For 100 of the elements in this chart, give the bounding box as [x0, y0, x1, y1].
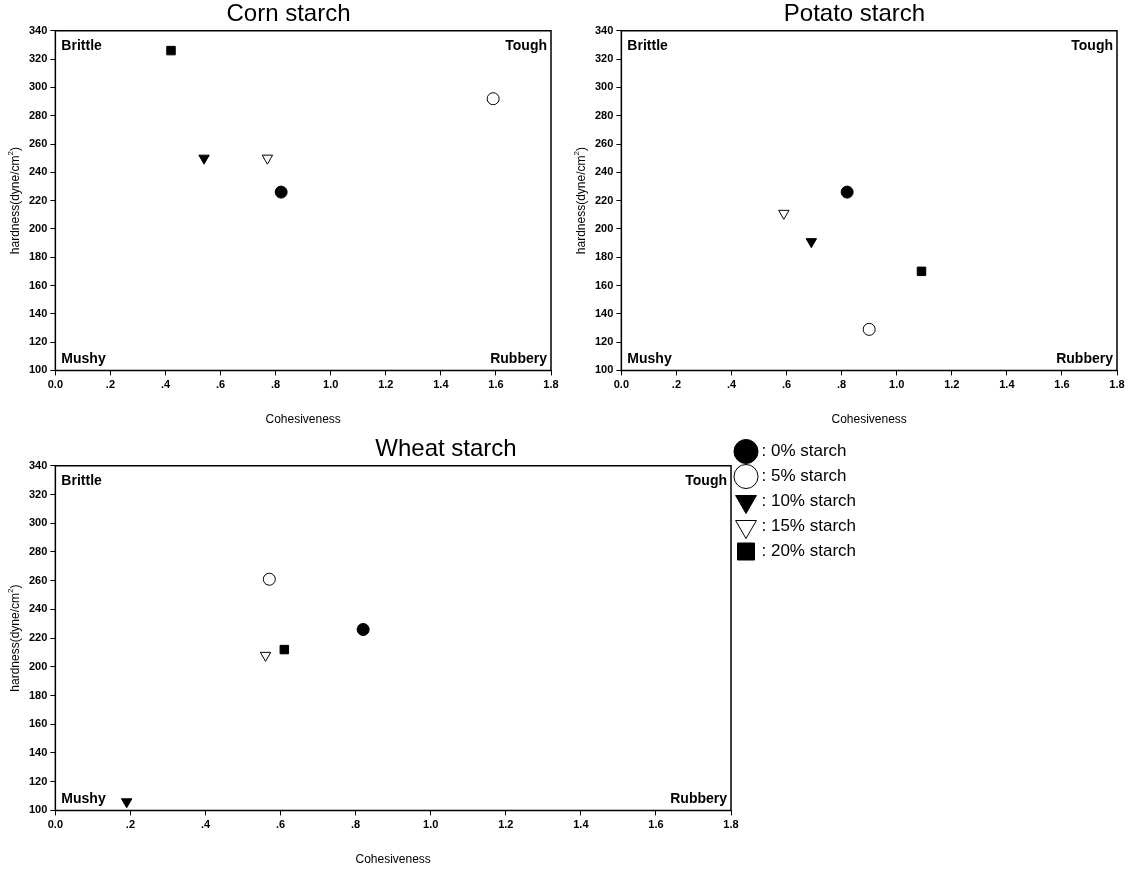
- x-tick-label: 1.2: [944, 378, 960, 391]
- y-tick-label: 320: [594, 52, 614, 65]
- y-tick-label: 280: [594, 108, 614, 121]
- x-tick-label: 1.4: [999, 378, 1016, 391]
- x-tick-label: 1.8: [543, 378, 559, 391]
- legend-label: : 10% starch: [761, 491, 857, 511]
- y-tick-label: 220: [28, 193, 48, 206]
- point: [198, 154, 210, 165]
- y-tick-label: 160: [594, 278, 614, 291]
- x-axis-title: Cohesiveness: [265, 412, 341, 427]
- x-tick-label: .4: [200, 818, 211, 831]
- y-tick-label: 240: [28, 165, 48, 178]
- y-tick-label: 180: [28, 688, 48, 701]
- y-tick-label: 260: [594, 137, 614, 150]
- y-tick-label: 220: [594, 193, 614, 206]
- annotation: Tough: [1071, 36, 1113, 53]
- x-tick-label: .8: [837, 378, 847, 391]
- y-tick-label: 340: [594, 23, 614, 36]
- y-tick-label: 100: [28, 363, 48, 376]
- y-tick-label: 120: [594, 335, 614, 348]
- annotation: Tough: [685, 471, 728, 488]
- point: [120, 798, 133, 809]
- x-tick-label: .6: [275, 818, 286, 831]
- point: [259, 651, 272, 662]
- y-axis-title: hardness(dyne/cm2): [6, 147, 23, 255]
- y-tick-label: 340: [28, 23, 48, 36]
- x-tick-label: 1.8: [723, 818, 739, 831]
- annotation: Mushy: [61, 790, 106, 807]
- y-tick-label: 200: [28, 659, 48, 672]
- y-tick-label: 140: [28, 306, 48, 319]
- x-tick-label: .8: [351, 818, 361, 831]
- y-tick-label: 300: [28, 80, 48, 93]
- y-tick-label: 100: [594, 363, 614, 376]
- y-tick-label: 260: [28, 573, 48, 586]
- point: [261, 154, 274, 165]
- x-tick-label: 1.6: [648, 818, 664, 831]
- y-tick-label: 220: [28, 631, 48, 644]
- annotation: Brittle: [61, 36, 103, 53]
- x-tick-label: 1.0: [889, 378, 905, 391]
- x-tick-label: .2: [105, 378, 116, 391]
- legend-label: : 0% starch: [761, 441, 847, 461]
- y-tick-label: 140: [28, 746, 48, 758]
- x-tick-label: .2: [125, 818, 136, 831]
- point: [862, 322, 876, 336]
- x-tick-label: .8: [271, 378, 281, 391]
- y-tick-label: 120: [28, 335, 48, 348]
- x-tick-label: 0.0: [47, 818, 63, 831]
- x-tick-label: 1.6: [1054, 378, 1070, 391]
- x-tick-label: 1.4: [433, 378, 450, 391]
- annotation: Rubbery: [490, 350, 548, 367]
- point: [274, 185, 288, 199]
- x-tick-label: 1.8: [1109, 378, 1125, 391]
- x-tick-label: 1.0: [423, 818, 439, 831]
- x-tick-label: 0.0: [47, 378, 63, 391]
- point: [840, 185, 854, 199]
- x-tick-label: 1.2: [378, 378, 394, 391]
- y-axis-title: hardness(dyne/cm2): [572, 147, 589, 255]
- y-tick-label: 280: [28, 544, 48, 557]
- point: [486, 92, 500, 106]
- y-tick-label: 120: [28, 774, 48, 787]
- x-tick-label: .4: [726, 378, 737, 391]
- y-tick-label: 240: [594, 165, 614, 178]
- y-tick-label: 320: [28, 487, 48, 500]
- point: [262, 572, 276, 586]
- y-tick-label: 160: [28, 278, 48, 291]
- y-tick-label: 200: [594, 221, 614, 234]
- x-tick-label: 0.0: [613, 378, 629, 391]
- y-tick-label: 180: [594, 250, 614, 263]
- annotation: Tough: [505, 36, 547, 53]
- x-tick-label: .6: [215, 378, 226, 391]
- legend-label: : 15% starch: [761, 516, 857, 536]
- point: [279, 644, 290, 655]
- annotation: Rubbery: [670, 790, 728, 807]
- y-tick-label: 300: [594, 80, 614, 93]
- y-tick-label: 340: [28, 458, 48, 471]
- x-tick-label: 1.4: [573, 818, 590, 831]
- x-axis-title: Cohesiveness: [831, 412, 907, 427]
- annotation: Brittle: [61, 471, 103, 488]
- annotation: Mushy: [627, 350, 672, 367]
- y-tick-label: 140: [594, 306, 614, 319]
- chart-title: Corn starch: [226, 0, 351, 27]
- y-tick-label: 160: [28, 717, 48, 730]
- y-axis-title: hardness(dyne/cm2): [6, 584, 23, 692]
- point: [916, 266, 927, 277]
- y-tick-label: 300: [28, 516, 48, 529]
- annotation: Rubbery: [1056, 350, 1114, 367]
- point: [805, 238, 818, 249]
- x-tick-label: 1.2: [498, 818, 514, 831]
- annotation: Mushy: [61, 350, 106, 367]
- x-tick-label: .6: [781, 378, 792, 391]
- y-tick-label: 320: [28, 52, 48, 65]
- y-tick-label: 180: [28, 250, 48, 263]
- x-tick-label: 1.6: [488, 378, 504, 391]
- point: [356, 622, 370, 636]
- legend-label: : 5% starch: [761, 466, 847, 486]
- y-tick-label: 100: [28, 803, 48, 816]
- y-tick-label: 260: [28, 137, 48, 150]
- annotation: Brittle: [627, 36, 669, 53]
- chart-title: Potato starch: [783, 0, 926, 27]
- y-tick-label: 280: [28, 108, 48, 121]
